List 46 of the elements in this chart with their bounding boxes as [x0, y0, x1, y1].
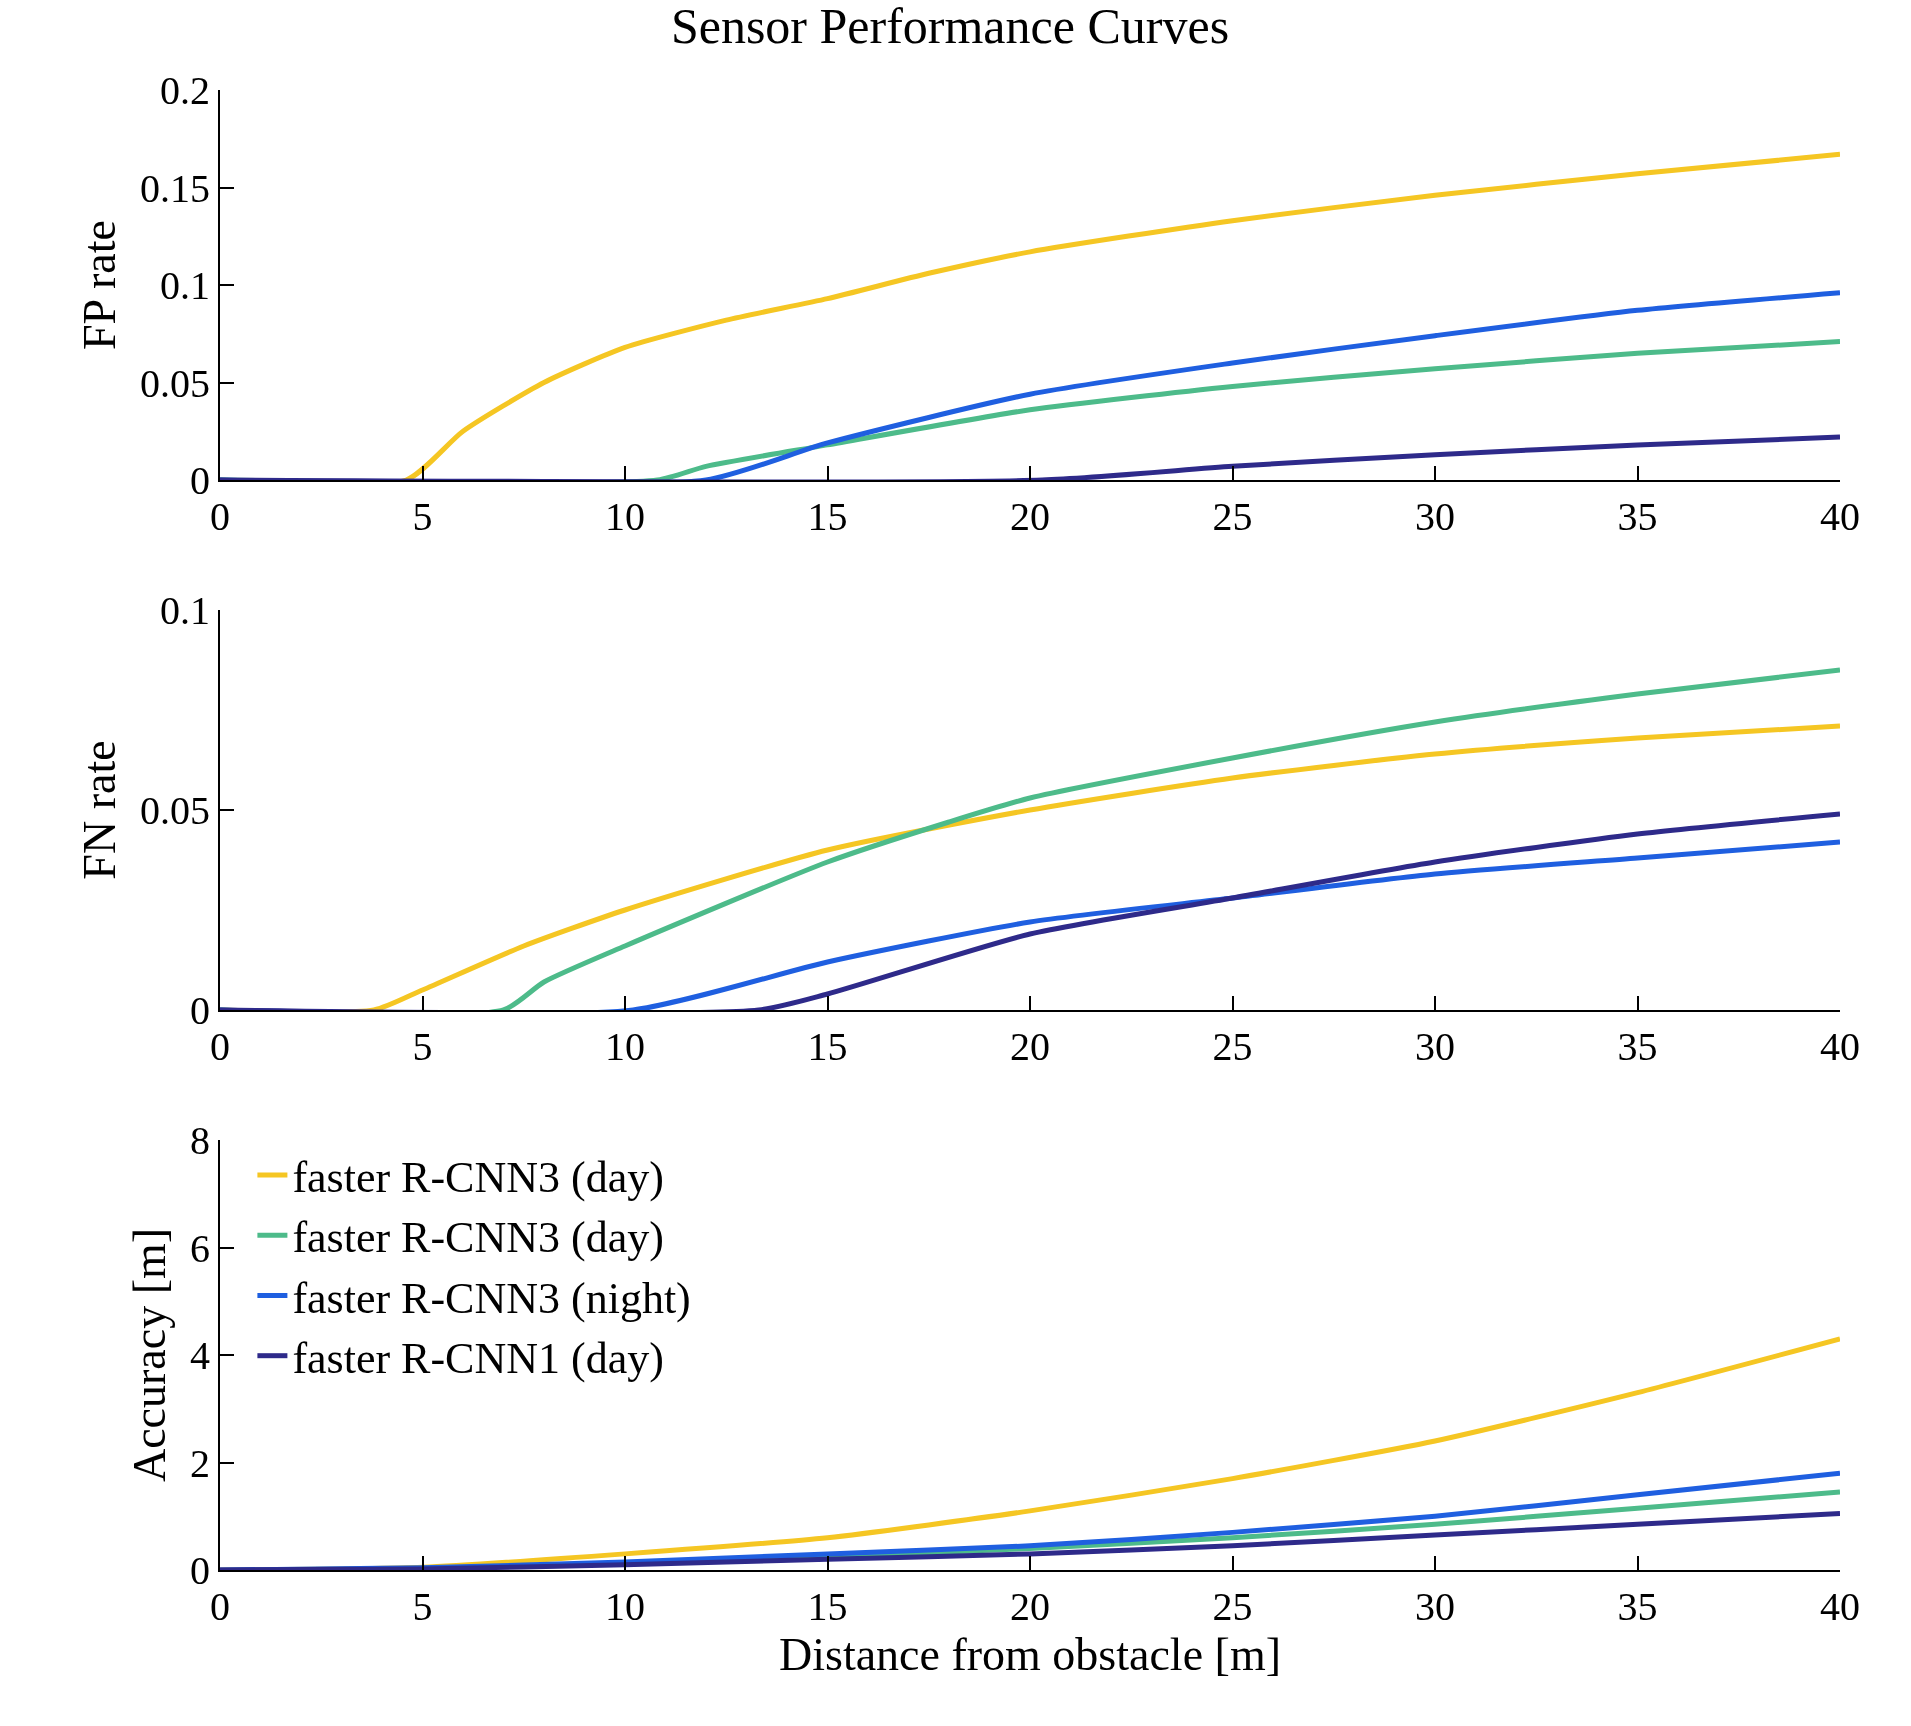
x-tick-label: 25 — [1212, 1584, 1253, 1629]
y-tick-label: 0 — [190, 1548, 210, 1593]
y-tick-label: 0 — [190, 458, 210, 503]
x-tick-label: 5 — [412, 1584, 433, 1629]
y-axis-title: FP rate — [73, 220, 125, 350]
x-tick-label: 35 — [1617, 494, 1658, 539]
legend-label: faster R-CNN1 (day) — [292, 1333, 664, 1383]
x-tick-label: 10 — [605, 1584, 645, 1629]
x-tick-label: 25 — [1212, 494, 1253, 539]
y-tick-label: 6 — [190, 1225, 210, 1271]
x-axis-title: Distance from obstacle [m] — [779, 1629, 1281, 1681]
y-axis-title: Accuracy [m] — [123, 1227, 175, 1483]
x-tick-label: 40 — [1820, 494, 1860, 539]
x-tick-label: 15 — [807, 494, 848, 539]
x-tick-label: 15 — [807, 1584, 848, 1629]
x-tick-label: 15 — [807, 1024, 848, 1069]
y-tick-label: 4 — [190, 1333, 210, 1378]
legend-label: faster R-CNN3 (night) — [292, 1273, 691, 1323]
y-tick-label: 0.05 — [140, 788, 210, 833]
x-tick-label: 40 — [1820, 1024, 1860, 1069]
y-tick-label: 0.1 — [160, 263, 210, 308]
x-tick-label: 20 — [1010, 1024, 1050, 1069]
legend-label: faster R-CNN3 (day) — [292, 1153, 664, 1203]
y-tick-label: 8 — [190, 1118, 210, 1163]
y-tick-label: 0.05 — [140, 360, 210, 406]
y-tick-label: 0.1 — [160, 588, 210, 633]
x-tick-label: 30 — [1415, 1584, 1455, 1629]
x-tick-label: 5 — [412, 1024, 433, 1069]
x-tick-label: 10 — [605, 494, 645, 539]
x-tick-label: 20 — [1010, 494, 1050, 539]
y-tick-label: 0 — [190, 988, 210, 1033]
x-tick-label: 30 — [1415, 1024, 1455, 1069]
x-tick-label: 20 — [1010, 1584, 1050, 1629]
y-tick-label: 2 — [190, 1440, 210, 1486]
x-tick-label: 25 — [1212, 1024, 1253, 1069]
x-tick-label: 35 — [1617, 1584, 1658, 1629]
x-tick-label: 10 — [605, 1024, 645, 1069]
x-tick-label: 35 — [1617, 1024, 1658, 1069]
y-tick-label: 0.2 — [160, 68, 210, 113]
legend-label: faster R-CNN3 (day) — [292, 1213, 664, 1263]
y-axis-title: FN rate — [73, 740, 125, 880]
x-tick-label: 30 — [1415, 494, 1455, 539]
chart-title: Sensor Performance Curves — [670, 0, 1230, 55]
x-tick-label: 5 — [412, 494, 433, 539]
x-tick-label: 40 — [1820, 1584, 1860, 1629]
y-tick-label: 0.15 — [140, 165, 210, 211]
